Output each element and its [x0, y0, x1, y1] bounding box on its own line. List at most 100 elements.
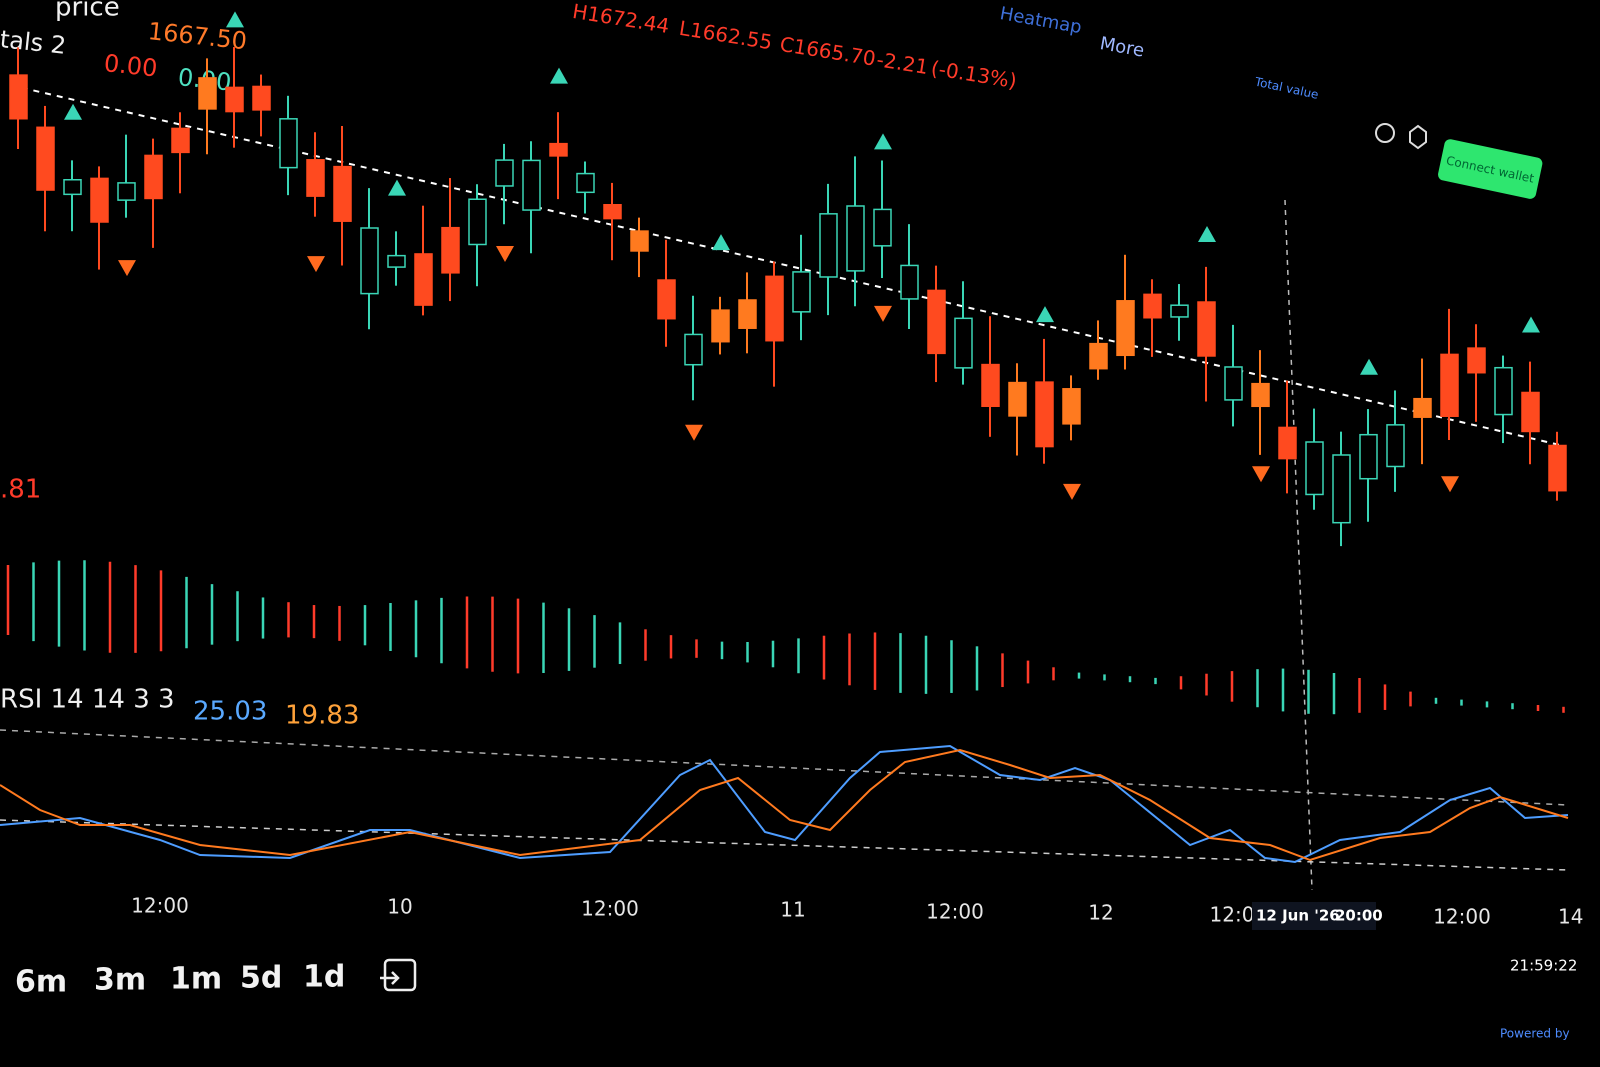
- timeframe-button[interactable]: 3m: [94, 963, 146, 998]
- rsi-d: 19.83: [285, 701, 359, 731]
- candle-body: [900, 264, 919, 300]
- candle-body: [1413, 397, 1432, 418]
- candle-body: [1440, 353, 1459, 417]
- signal-marker: [874, 133, 892, 150]
- candles: [9, 11, 1567, 547]
- rsi-band-line: [0, 819, 1569, 871]
- candle-body: [468, 198, 487, 246]
- candle-body: [711, 309, 730, 343]
- signal-marker: [1036, 306, 1054, 323]
- candle-body: [576, 172, 595, 194]
- timeframe-button[interactable]: 6m: [15, 965, 67, 1000]
- candle-body: [387, 254, 406, 268]
- signal-marker: [1063, 483, 1081, 500]
- candle-body: [1521, 391, 1540, 433]
- candle-body: [738, 299, 757, 329]
- candle-body: [252, 85, 271, 111]
- timeframe-button[interactable]: 1d: [303, 960, 345, 995]
- candle-body: [549, 142, 568, 157]
- candle-body: [765, 275, 784, 342]
- candle-body: [1494, 366, 1513, 416]
- candle-body: [927, 289, 946, 355]
- candle-body: [117, 182, 136, 201]
- signal-marker: [118, 260, 136, 277]
- candle-body: [36, 126, 55, 191]
- calendar-icon: [383, 958, 417, 992]
- signal-marker: [388, 179, 406, 196]
- signal-marker: [64, 103, 82, 120]
- signal-marker: [712, 234, 730, 251]
- partial-value: .81: [0, 475, 41, 505]
- candle-body: [603, 203, 622, 220]
- candle-body: [360, 227, 379, 295]
- timeframe-button[interactable]: 1m: [170, 962, 222, 997]
- x-label: 12:00: [1433, 905, 1491, 929]
- candle-body: [1197, 301, 1216, 357]
- candle-body: [954, 317, 973, 369]
- signal-marker: [226, 11, 244, 28]
- candle-body: [684, 333, 703, 366]
- candle-body: [279, 118, 298, 169]
- connect-wallet-button[interactable]: Connect wallet: [1437, 138, 1544, 200]
- candle-body: [1008, 381, 1027, 417]
- candle-body: [873, 208, 892, 247]
- candle-body: [657, 279, 676, 320]
- calendar-arrow: [380, 971, 400, 985]
- date-range-button[interactable]: [380, 958, 417, 992]
- signal-marker: [874, 305, 892, 322]
- clock: 21:59:22: [1510, 957, 1577, 975]
- x-label: 12:0: [1210, 903, 1255, 927]
- candle-body: [306, 159, 325, 197]
- candle-body: [144, 154, 163, 200]
- candle-body: [819, 213, 838, 278]
- candle-body: [90, 177, 109, 223]
- crosshair-label-bg: [1252, 902, 1376, 930]
- candle-body: [1035, 381, 1054, 448]
- globe-icon[interactable]: [1375, 123, 1395, 143]
- rsi-k: 25.03: [193, 697, 267, 727]
- button-background: [1438, 139, 1543, 199]
- signal-marker: [496, 245, 514, 262]
- rsi-d-line: [0, 748, 1569, 862]
- x-label: 14: [1558, 905, 1583, 929]
- candle-body: [171, 127, 190, 154]
- volume-bars: [6, 560, 1565, 715]
- candle-body: [1305, 441, 1324, 496]
- candle-body: [1386, 424, 1405, 468]
- candle-body: [1224, 366, 1243, 401]
- candle-body: [441, 226, 460, 274]
- candle-body: [63, 178, 82, 196]
- x-axis: 12:00 10 12:00 11 12:00 12 12:0 12:00 14: [131, 894, 1583, 929]
- network-icon[interactable]: [1409, 124, 1427, 150]
- candle-body: [1548, 444, 1567, 492]
- candle-body: [1251, 382, 1270, 408]
- candle-body: [1116, 300, 1135, 357]
- rsi-label: RSI 14 14 3 3: [0, 685, 175, 715]
- candle-body: [1143, 293, 1162, 319]
- candle-body: [522, 159, 541, 211]
- signal-marker: [1198, 226, 1216, 243]
- legend-title: price: [55, 0, 120, 23]
- candle-body: [1062, 388, 1081, 425]
- candle-body: [630, 230, 649, 252]
- candle-body: [981, 363, 1000, 407]
- trend-line: [9, 84, 1561, 446]
- timeframe-button[interactable]: 5d: [240, 961, 282, 996]
- candle-body: [495, 159, 514, 187]
- x-label: 12:00: [926, 900, 984, 924]
- rsi-k-line: [0, 744, 1569, 864]
- totals-value: 0.00: [103, 49, 159, 82]
- x-label: 12: [1088, 901, 1113, 925]
- candle-body: [198, 77, 217, 110]
- signal-marker: [1441, 476, 1459, 493]
- candle-body: [1359, 433, 1378, 480]
- rsi-band-line: [0, 729, 1569, 806]
- candle-body: [1332, 454, 1351, 524]
- signal-marker: [550, 67, 568, 84]
- x-label: 12:00: [581, 897, 639, 921]
- totals-label: tals 2: [0, 25, 67, 60]
- footer: Powered by: [1500, 1027, 1570, 1041]
